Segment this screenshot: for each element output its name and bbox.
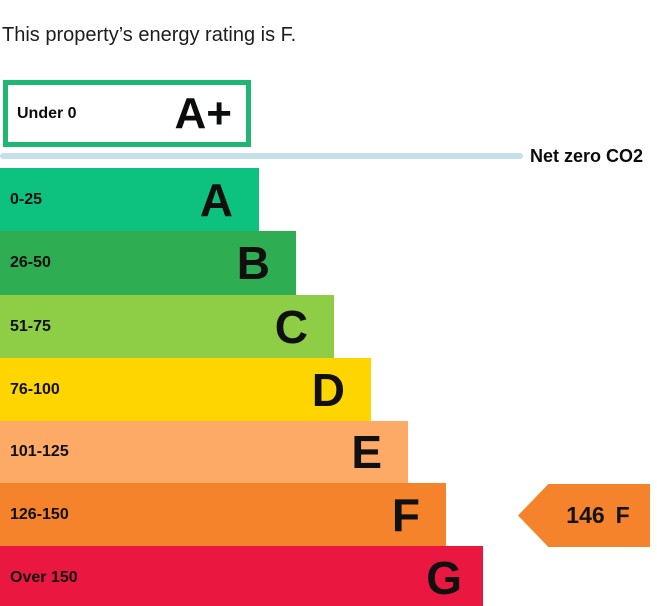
band-letter: F <box>391 488 420 541</box>
band-letter: A <box>199 173 233 226</box>
page-title: This property’s energy rating is F. <box>2 24 297 46</box>
band-range-label: 76-100 <box>10 380 60 398</box>
band-range-label: 26-50 <box>10 254 51 271</box>
band-range-label: Under 0 <box>17 104 77 122</box>
current-rating-value: 146 <box>566 502 605 528</box>
band-range-label: 126-150 <box>10 505 69 523</box>
band-letter: B <box>236 237 270 289</box>
band-row-e: 101-125 E <box>0 421 408 483</box>
band-range-label: Over 150 <box>10 568 78 586</box>
band-range-label: 51-75 <box>10 317 51 335</box>
band-letter: G <box>426 551 462 604</box>
band-row-d: 76-100 D <box>0 358 371 421</box>
band-letter: A+ <box>174 88 232 138</box>
band-row-g: Over 150 G <box>0 546 483 606</box>
band-letter: C <box>274 300 308 353</box>
current-rating-arrow: 146 F <box>518 484 650 547</box>
band-range-label: 0-25 <box>10 190 43 208</box>
net-zero-line <box>0 153 523 159</box>
current-rating-text: 146 F <box>566 502 629 529</box>
band-range-label: 101-125 <box>10 443 69 460</box>
net-zero-label: Net zero CO2 <box>530 146 644 166</box>
band-letter: D <box>311 363 345 416</box>
current-rating-letter: F <box>615 502 630 528</box>
band-row-f: 126-150 F <box>0 483 446 546</box>
band-row-b: 26-50 B <box>0 231 296 295</box>
band-letter: E <box>351 426 382 478</box>
band-row-c: 51-75 C <box>0 295 334 358</box>
band-row-a: 0-25 A <box>0 168 259 231</box>
band-row-a-plus: Under 0 A+ <box>3 80 251 147</box>
